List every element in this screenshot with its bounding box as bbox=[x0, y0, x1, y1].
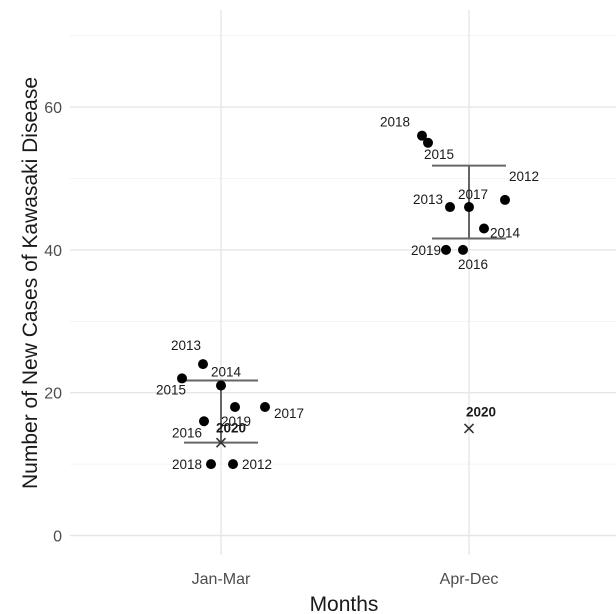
data-point bbox=[423, 137, 433, 148]
data-point bbox=[228, 459, 238, 470]
data-points bbox=[177, 130, 510, 470]
data-point bbox=[417, 130, 427, 141]
data-point bbox=[479, 223, 489, 234]
axes: 0 20 40 60 Jan-Mar Apr-Dec bbox=[44, 100, 498, 588]
point-label: 2018 bbox=[380, 115, 410, 130]
point-label: 2012 bbox=[509, 169, 539, 184]
data-point bbox=[177, 373, 187, 384]
point-label: 2015 bbox=[424, 147, 454, 162]
data-point bbox=[198, 359, 208, 370]
point-label: 2013 bbox=[171, 338, 201, 353]
point-label: 2013 bbox=[413, 192, 443, 207]
data-point bbox=[206, 459, 216, 470]
y-tick-label: 0 bbox=[53, 529, 62, 546]
point-label: 2015 bbox=[156, 382, 186, 397]
point-label: 2019 bbox=[411, 243, 441, 258]
data-point bbox=[216, 380, 226, 391]
y-tick-label: 60 bbox=[44, 100, 62, 117]
data-point bbox=[464, 202, 474, 213]
point-label: 2016 bbox=[172, 425, 202, 440]
highlight-label: 2020 bbox=[216, 421, 246, 436]
point-label: 2016 bbox=[458, 257, 488, 272]
error-bars bbox=[184, 164, 506, 444]
point-label: 2012 bbox=[242, 457, 272, 472]
x-tick-label: Jan-Mar bbox=[192, 571, 251, 588]
point-label: 2014 bbox=[211, 365, 242, 380]
x-axis-title: Months bbox=[310, 593, 379, 614]
y-tick-label: 40 bbox=[44, 243, 62, 260]
highlight-marker bbox=[463, 423, 475, 434]
data-point bbox=[458, 244, 468, 255]
point-labels: 2012201320142015201620172018201920202012… bbox=[156, 115, 539, 472]
highlight-label: 2020 bbox=[466, 404, 496, 419]
data-point bbox=[230, 401, 240, 412]
data-point bbox=[260, 401, 270, 412]
x-tick-label: Apr-Dec bbox=[440, 571, 499, 588]
data-point bbox=[199, 416, 209, 427]
grid bbox=[70, 10, 616, 555]
data-point bbox=[441, 244, 451, 255]
point-label: 2017 bbox=[458, 187, 488, 202]
y-axis-title: Number of New Cases of Kawasaki Disease bbox=[19, 77, 42, 489]
data-point bbox=[500, 194, 510, 205]
y-tick-label: 20 bbox=[44, 386, 62, 403]
data-point bbox=[445, 202, 455, 213]
highlight-marker bbox=[215, 437, 227, 448]
point-label: 2014 bbox=[490, 225, 521, 240]
point-label: 2017 bbox=[274, 406, 304, 421]
point-label: 2019 bbox=[221, 414, 251, 429]
point-label: 2018 bbox=[172, 457, 202, 472]
